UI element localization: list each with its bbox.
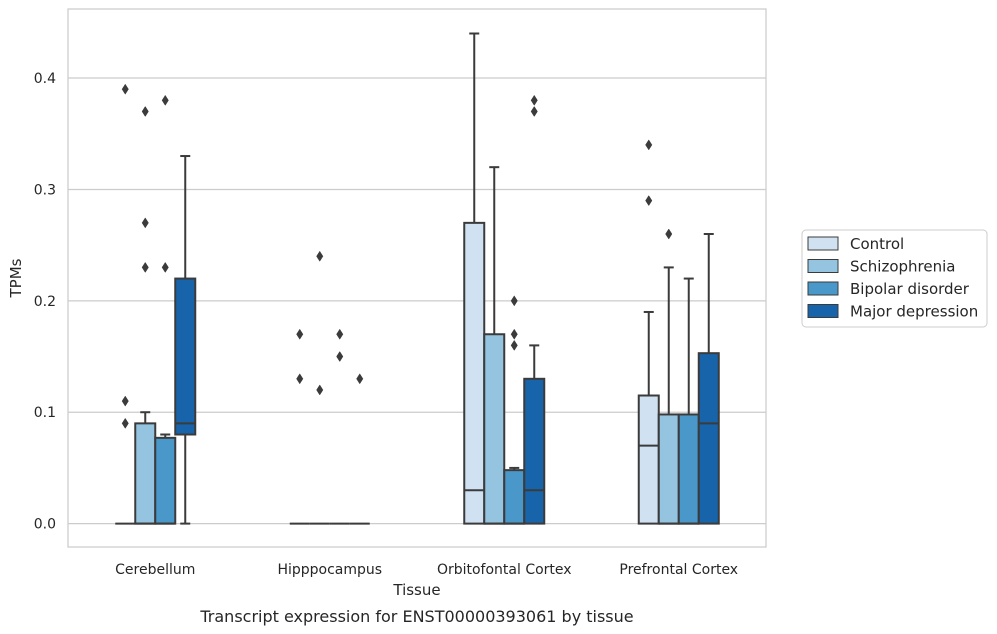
iqr-box: [463, 221, 486, 525]
iqr-box: [134, 422, 157, 525]
y-tick-label: 0.1: [34, 405, 56, 421]
box-control: [637, 139, 660, 525]
outlier-point: [161, 261, 169, 273]
legend-swatch: [807, 236, 839, 251]
box-schizophrenia: [657, 228, 680, 525]
box-schizophrenia: [134, 106, 157, 525]
legend-label: Schizophrenia: [850, 258, 955, 276]
y-axis-label: TPMs: [7, 258, 25, 298]
outlier-point: [316, 384, 324, 396]
iqr-box: [697, 352, 720, 525]
outlier-point: [121, 83, 129, 95]
box-major-depression: [523, 94, 546, 525]
outlier-point: [296, 373, 304, 385]
box-major-depression: [349, 373, 370, 525]
iqr-box: [483, 333, 506, 525]
outlier-point: [141, 217, 149, 229]
box-bipolar-disorder: [329, 328, 350, 525]
iqr-box: [174, 277, 197, 436]
chart-caption: Transcript expression for ENST0000039306…: [199, 607, 633, 626]
iqr-box: [523, 377, 546, 525]
iqr-box: [677, 413, 700, 525]
y-tick-label: 0.0: [34, 517, 56, 533]
outlier-point: [510, 328, 518, 340]
x-tick-label: Cerebellum: [115, 562, 195, 578]
x-axis-label: Tissue: [392, 581, 440, 599]
outlier-point: [141, 261, 149, 273]
box-bipolar-disorder: [503, 295, 526, 525]
iqr-box: [637, 394, 660, 525]
legend-swatch: [807, 304, 839, 318]
legend-label: Major depression: [850, 303, 978, 321]
y-tick-label: 0.3: [34, 182, 56, 198]
box-control: [115, 83, 136, 525]
iqr-box: [154, 436, 177, 525]
outlier-point: [336, 328, 344, 340]
x-tick-label: Prefrontal Cortex: [619, 562, 738, 578]
iqr-box: [503, 469, 526, 525]
box-schizophrenia: [483, 166, 506, 525]
y-tick-label: 0.2: [34, 294, 56, 310]
outlier-point: [316, 250, 324, 262]
box-control: [463, 32, 486, 525]
box-control: [289, 328, 310, 525]
x-axis-ticks: Cerebellum Hipppocampus Orbitofontal Corte…: [115, 562, 738, 578]
outlier-point: [121, 395, 129, 407]
legend: Control Schizophrenia Bipolar disorder Majo…: [801, 229, 988, 328]
box-schizophrenia: [309, 250, 330, 525]
legend-box: [801, 229, 988, 328]
outlier-point: [645, 139, 653, 151]
outlier-point: [336, 351, 344, 362]
outlier-point: [530, 106, 538, 117]
outlier-point: [665, 228, 673, 240]
legend-swatch: [807, 281, 839, 296]
outlier-point: [121, 417, 129, 429]
x-tick-label: Hipppocampus: [277, 562, 382, 578]
iqr-box: [657, 413, 680, 525]
y-axis-ticks: 0.0 0.1 0.2 0.3 0.4: [34, 71, 56, 533]
legend-swatch: [807, 259, 839, 273]
box-major-depression: [174, 155, 197, 525]
outlier-point: [530, 94, 538, 106]
outlier-point: [141, 106, 149, 117]
outlier-point: [356, 373, 364, 385]
box-bipolar-disorder: [677, 277, 700, 525]
legend-label: Control: [850, 235, 904, 253]
outlier-point: [296, 328, 304, 340]
y-tick-label: 0.4: [34, 71, 56, 87]
outlier-point: [161, 94, 169, 106]
box-bipolar-disorder: [154, 94, 177, 525]
boxes: [115, 32, 720, 525]
outlier-point: [510, 295, 518, 307]
outlier-point: [510, 339, 518, 351]
outlier-point: [645, 195, 653, 207]
legend-label: Bipolar disorder: [850, 280, 970, 298]
box-major-depression: [697, 233, 720, 525]
plot-area-frame: [67, 8, 767, 548]
x-tick-label: Orbitofontal Cortex: [437, 562, 572, 578]
